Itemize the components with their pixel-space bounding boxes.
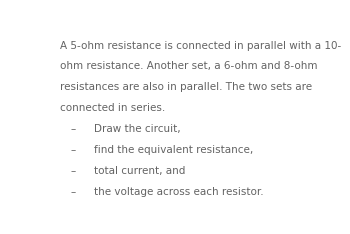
Text: –: – bbox=[71, 187, 76, 197]
Text: total current, and: total current, and bbox=[94, 166, 185, 176]
Text: Draw the circuit,: Draw the circuit, bbox=[94, 124, 181, 135]
Text: A 5-ohm resistance is connected in parallel with a 10-: A 5-ohm resistance is connected in paral… bbox=[60, 41, 341, 51]
Text: –: – bbox=[71, 124, 76, 135]
Text: the voltage across each resistor.: the voltage across each resistor. bbox=[94, 187, 264, 197]
Text: find the equivalent resistance,: find the equivalent resistance, bbox=[94, 145, 253, 155]
Text: resistances are also in parallel. The two sets are: resistances are also in parallel. The tw… bbox=[60, 82, 312, 92]
Text: –: – bbox=[71, 145, 76, 155]
Text: ohm resistance. Another set, a 6-ohm and 8-ohm: ohm resistance. Another set, a 6-ohm and… bbox=[60, 61, 317, 71]
Text: –: – bbox=[71, 166, 76, 176]
Text: connected in series.: connected in series. bbox=[60, 103, 165, 113]
